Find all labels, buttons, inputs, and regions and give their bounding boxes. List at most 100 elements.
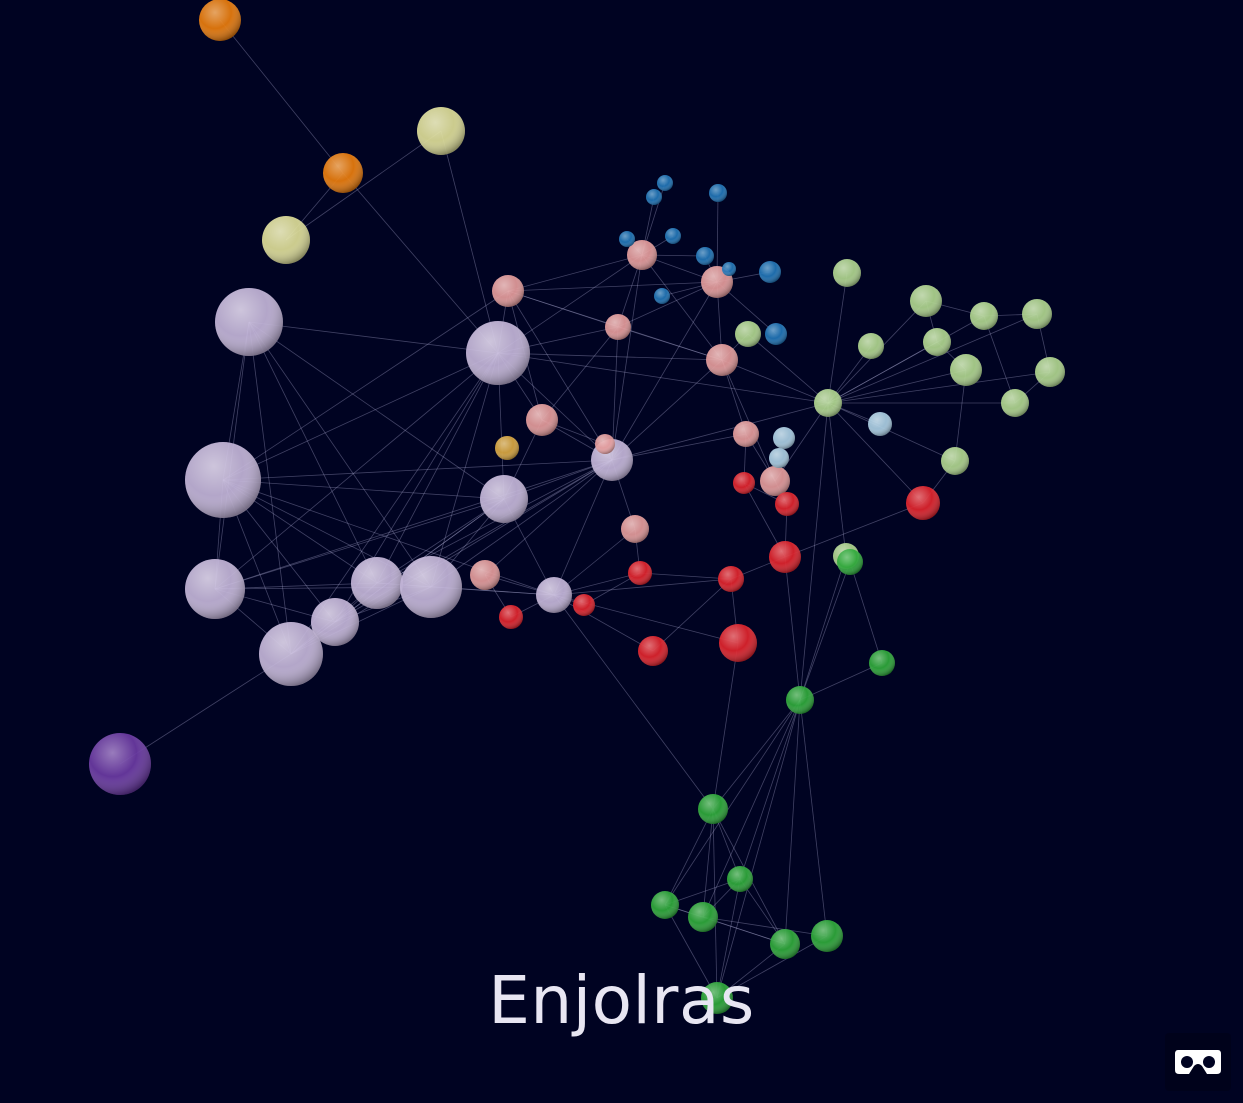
graph-node-blue[interactable] <box>657 175 673 191</box>
graph-node-light-green[interactable] <box>950 354 982 386</box>
graph-node-pink[interactable] <box>621 515 649 543</box>
graph-node-lavender[interactable] <box>351 557 403 609</box>
graph-node-pink[interactable] <box>492 275 524 307</box>
graph-node-pink[interactable] <box>595 434 615 454</box>
graph-link <box>747 333 829 404</box>
graph-node-light-green[interactable] <box>833 259 861 287</box>
graph-node-red[interactable] <box>573 594 595 616</box>
graph-node-light-green[interactable] <box>923 328 951 356</box>
graph-node-light-blue[interactable] <box>773 427 795 449</box>
graph-node-light-green[interactable] <box>1035 357 1065 387</box>
graph-node-khaki[interactable] <box>262 216 310 264</box>
graph-node-blue[interactable] <box>765 323 787 345</box>
graph-link <box>827 371 1051 404</box>
graph-node-red[interactable] <box>769 541 801 573</box>
graph-node-light-blue[interactable] <box>769 448 789 468</box>
graph-node-light-blue[interactable] <box>868 412 892 436</box>
graph-node-green[interactable] <box>688 902 718 932</box>
graph-node-pink[interactable] <box>605 314 631 340</box>
graph-node-blue[interactable] <box>709 184 727 202</box>
graph-link <box>774 402 829 482</box>
graph-link <box>484 459 613 576</box>
graph-link <box>248 321 378 584</box>
graph-link <box>541 326 619 421</box>
graph-node-red[interactable] <box>718 566 744 592</box>
graph-node-pink[interactable] <box>627 240 657 270</box>
graph-node-light-green[interactable] <box>910 285 942 317</box>
graph-node-red[interactable] <box>638 636 668 666</box>
graph-node-light-green[interactable] <box>1001 389 1029 417</box>
graph-node-lavender[interactable] <box>480 475 528 523</box>
graph-link <box>652 578 732 652</box>
graph-node-green[interactable] <box>651 891 679 919</box>
graph-node-blue[interactable] <box>722 262 736 276</box>
graph-node-green[interactable] <box>811 920 843 952</box>
graph-link <box>664 808 714 906</box>
graph-node-lavender[interactable] <box>259 622 323 686</box>
graph-node-light-green[interactable] <box>735 321 761 347</box>
graph-node-green[interactable] <box>698 794 728 824</box>
graph-node-khaki[interactable] <box>417 107 465 155</box>
graph-node-green[interactable] <box>770 929 800 959</box>
graph-link <box>983 315 1016 404</box>
graph-node-green[interactable] <box>701 982 733 1014</box>
graph-node-lavender[interactable] <box>466 321 530 385</box>
graph-link <box>497 352 723 361</box>
graph-node-red[interactable] <box>499 605 523 629</box>
graph-node-green[interactable] <box>786 686 814 714</box>
graph-node-light-green[interactable] <box>1022 299 1052 329</box>
graph-node-light-green[interactable] <box>858 333 884 359</box>
graph-node-pink[interactable] <box>470 560 500 590</box>
vr-mode-button[interactable] <box>1165 1033 1231 1091</box>
graph-link <box>214 459 613 590</box>
graph-link <box>827 402 956 462</box>
graph-node-lavender[interactable] <box>536 577 572 613</box>
graph-node-lavender[interactable] <box>185 559 245 619</box>
graph-node-green[interactable] <box>837 549 863 575</box>
graph-link <box>617 326 723 361</box>
graph-node-light-green[interactable] <box>814 389 842 417</box>
graph-link <box>219 19 344 174</box>
graph-node-blue[interactable] <box>654 288 670 304</box>
graph-node-lavender[interactable] <box>311 598 359 646</box>
graph-node-light-green[interactable] <box>970 302 998 330</box>
graph-node-lavender[interactable] <box>185 442 261 518</box>
graph-node-blue[interactable] <box>619 231 635 247</box>
graph-link <box>222 290 509 481</box>
graph-link <box>214 352 499 590</box>
graph-node-light-green[interactable] <box>941 447 969 475</box>
graph-node-purple[interactable] <box>89 733 151 795</box>
nodes-layer <box>89 0 1065 1014</box>
graph-node-blue[interactable] <box>665 228 681 244</box>
graph-node-red[interactable] <box>733 472 755 494</box>
graph-node-red[interactable] <box>628 561 652 585</box>
graph-node-green[interactable] <box>727 866 753 892</box>
graph-node-blue[interactable] <box>759 261 781 283</box>
graph-node-lavender[interactable] <box>215 288 283 356</box>
graph-link <box>248 321 432 588</box>
graph-node-pink[interactable] <box>733 421 759 447</box>
graph-node-orange[interactable] <box>199 0 241 41</box>
graph-node-blue[interactable] <box>646 189 662 205</box>
graph-node-red[interactable] <box>775 492 799 516</box>
graph-link <box>712 808 718 999</box>
graph-link <box>553 578 732 596</box>
graph-node-blue[interactable] <box>696 247 714 265</box>
graph-node-green[interactable] <box>869 650 895 676</box>
graph-node-red[interactable] <box>719 624 757 662</box>
graph-node-red[interactable] <box>906 486 940 520</box>
graph-link <box>611 433 747 461</box>
graph-link <box>712 642 739 810</box>
graph-link <box>827 315 985 404</box>
graph-node-lavender[interactable] <box>400 556 462 618</box>
graph-node-pink[interactable] <box>706 344 738 376</box>
graph-node-pink[interactable] <box>526 404 558 436</box>
graph-link <box>376 352 499 584</box>
graph-node-pink[interactable] <box>760 466 790 496</box>
graph-node-gold[interactable] <box>495 436 519 460</box>
graph-node-orange[interactable] <box>323 153 363 193</box>
graph-link <box>827 313 1038 404</box>
graph-link <box>507 281 718 292</box>
graph-link <box>248 321 499 354</box>
